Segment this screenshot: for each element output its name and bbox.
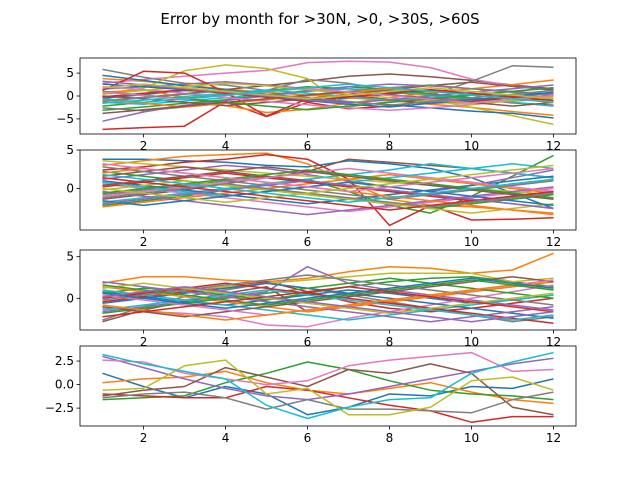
- x-tick-label: 2: [140, 235, 148, 249]
- x-tick-label: 6: [304, 235, 312, 249]
- y-tick-label: 0: [66, 291, 74, 305]
- x-tick-label: 2: [140, 139, 148, 153]
- series-line-12: [102, 173, 554, 208]
- series-line-17: [102, 167, 554, 197]
- y-tick-label: 2.5: [55, 354, 74, 368]
- series-line-30: [102, 173, 554, 204]
- series-line-19: [102, 180, 554, 214]
- subplots: 2 4 6 8 10 12 −5 0 5 2 4 6 8 10 12 0 5 2 4 6 8 10 12 0 5 2 4 6 8 10 12…: [45, 57, 577, 445]
- y-tick-label: 5: [66, 66, 74, 80]
- series-line-10: [102, 351, 554, 420]
- x-tick-label: 10: [464, 431, 479, 445]
- subplot-4: 2 4 6 8 10 12 −2.5 0.0 2.5: [45, 345, 577, 445]
- y-tick-label: 0: [66, 181, 74, 195]
- y-tick-label: −5: [56, 112, 74, 126]
- series-line-30: [102, 83, 554, 104]
- x-tick-label: 6: [304, 335, 312, 349]
- axes-frame: [79, 249, 577, 331]
- series-line-10: [102, 289, 554, 321]
- series-line-10: [102, 163, 554, 204]
- x-tick-label: 10: [464, 335, 479, 349]
- series-group: [102, 152, 554, 227]
- series-line-11: [102, 74, 554, 119]
- x-tick-label: 12: [546, 139, 561, 153]
- series-line-24: [102, 88, 554, 102]
- series-line-28: [102, 89, 554, 106]
- series-group: [102, 252, 554, 328]
- series-group: [102, 60, 554, 131]
- x-tick-label: 12: [546, 335, 561, 349]
- series-line-3: [102, 361, 554, 401]
- series-line-29: [102, 164, 554, 204]
- x-tick-label: 8: [386, 139, 394, 153]
- series-line-21: [102, 83, 554, 108]
- axes-frame: [79, 149, 577, 231]
- series-line-1: [102, 158, 554, 210]
- series-group: [102, 351, 554, 423]
- series-line-7: [102, 351, 554, 386]
- x-tick-label: 10: [464, 235, 479, 249]
- x-tick-label: 8: [386, 431, 394, 445]
- series-line-26: [102, 166, 554, 200]
- series-line-4: [102, 153, 554, 227]
- series-line-21: [102, 181, 554, 207]
- series-line-23: [102, 169, 554, 199]
- x-tick-label: 4: [222, 235, 230, 249]
- x-tick-label: 12: [546, 235, 561, 249]
- y-tick-label: 0: [66, 89, 74, 103]
- x-tick-label: 8: [386, 335, 394, 349]
- series-line-27: [102, 163, 554, 193]
- subplot-1: 2 4 6 8 10 12 −5 0 5: [56, 57, 577, 153]
- x-tick-label: 10: [464, 139, 479, 153]
- series-line-28: [102, 183, 554, 208]
- x-tick-label: 6: [304, 139, 312, 153]
- series-line-6: [102, 363, 554, 416]
- y-tick-label: −2.5: [45, 401, 74, 415]
- x-tick-label: 2: [140, 431, 148, 445]
- x-tick-label: 8: [386, 235, 394, 249]
- axes-frame: [79, 345, 577, 427]
- x-tick-label: 4: [222, 335, 230, 349]
- subplot-3: 2 4 6 8 10 12 0 5: [66, 249, 577, 349]
- series-line-7: [102, 60, 554, 92]
- x-tick-label: 2: [140, 335, 148, 349]
- series-line-24: [102, 285, 554, 318]
- series-line-23: [102, 279, 554, 306]
- series-line-5: [102, 355, 554, 401]
- series-line-18: [102, 274, 554, 306]
- series-line-25: [102, 180, 554, 210]
- series-line-22: [102, 284, 554, 321]
- y-tick-label: 5: [66, 143, 74, 157]
- subplot-2: 2 4 6 8 10 12 0 5: [66, 143, 577, 249]
- series-line-21: [102, 277, 554, 310]
- series-line-25: [102, 285, 554, 323]
- x-tick-label: 12: [546, 431, 561, 445]
- series-line-4: [102, 280, 554, 313]
- series-line-8: [102, 391, 554, 414]
- series-line-4: [102, 385, 554, 423]
- x-tick-label: 6: [304, 431, 312, 445]
- series-line-8: [102, 65, 554, 96]
- x-tick-label: 4: [222, 139, 230, 153]
- y-tick-label: 5: [66, 250, 74, 264]
- series-line-15: [102, 186, 554, 216]
- series-line-7: [102, 284, 554, 328]
- x-tick-label: 4: [222, 431, 230, 445]
- figure-title: Error by month for >30N, >0, >30S, >60S: [160, 10, 479, 28]
- series-line-29: [102, 83, 554, 100]
- y-tick-label: 0.0: [55, 378, 74, 392]
